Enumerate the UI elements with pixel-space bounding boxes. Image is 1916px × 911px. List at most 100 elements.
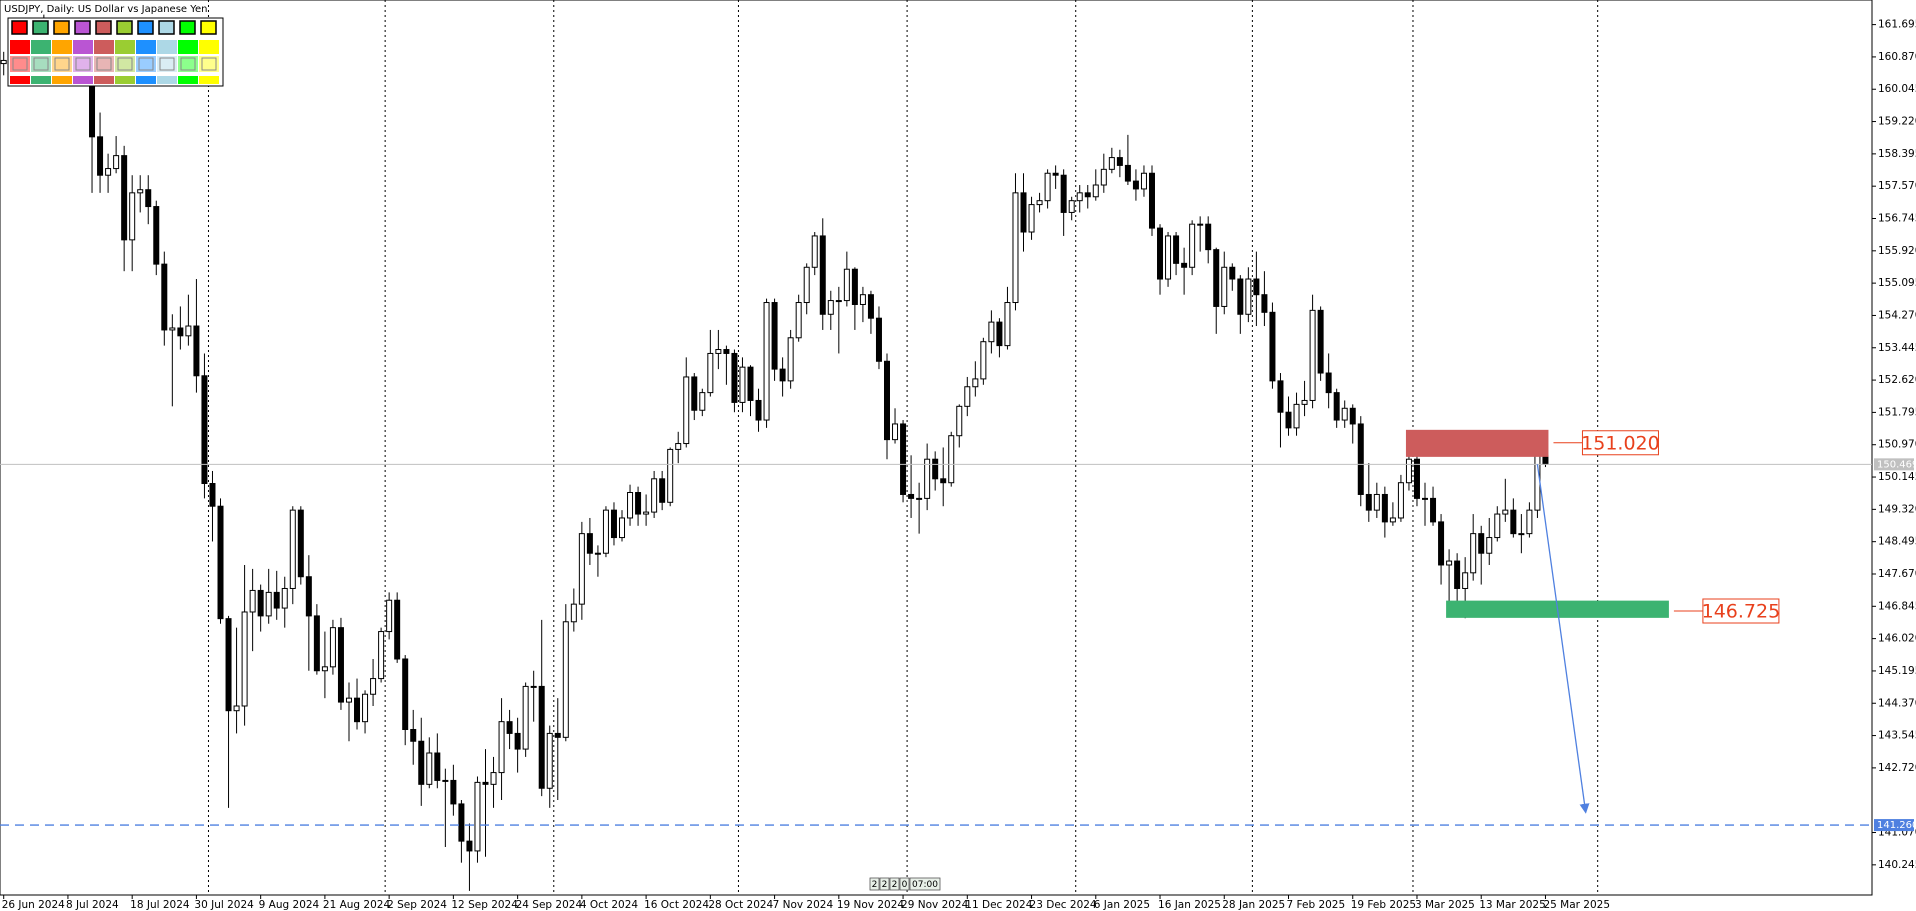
palette-band — [94, 40, 114, 54]
palette-swatch — [95, 20, 112, 35]
candle-body — [1494, 513, 1501, 539]
candle-body — [1301, 399, 1308, 405]
palette-band — [94, 56, 114, 72]
candle-body — [209, 482, 216, 507]
candle-body — [1004, 302, 1011, 347]
candle-body — [1068, 200, 1075, 213]
y-tick-label: 140.245 — [1878, 859, 1916, 871]
candle-body — [105, 168, 112, 176]
candle-body — [1454, 560, 1461, 589]
candle-body — [683, 376, 690, 445]
candle-body — [1430, 497, 1437, 523]
y-tick-label: 151.795 — [1878, 406, 1916, 418]
x-tick-label: 30 Jul 2024 — [194, 899, 254, 911]
candle-body — [747, 366, 754, 401]
candle-body — [450, 779, 457, 805]
candle-body — [530, 685, 537, 688]
candle-body — [137, 189, 144, 194]
palette-swatch — [179, 20, 196, 35]
palette-band — [94, 76, 114, 84]
palette-box — [159, 57, 175, 71]
current-price-tag — [1874, 458, 1914, 471]
candle-body — [482, 781, 489, 785]
candle-body — [843, 268, 850, 302]
palette-band — [136, 76, 156, 84]
candle-body — [908, 493, 915, 499]
palette-band — [52, 76, 72, 84]
candle-body — [1309, 309, 1316, 401]
candle-body — [1381, 493, 1388, 523]
palette-box — [201, 57, 217, 71]
y-tick-label: 144.370 — [1878, 697, 1916, 709]
month-separators — [207, 0, 1599, 895]
candle-body — [667, 448, 674, 503]
candle-body — [723, 349, 730, 354]
x-tick-label: 28 Jan 2025 — [1222, 899, 1285, 911]
candle-body — [257, 589, 264, 617]
candle-body — [972, 378, 979, 388]
candle-body — [1462, 572, 1469, 589]
candle-body — [394, 599, 401, 660]
x-tick-label: 26 Jun 2024 — [2, 899, 65, 911]
palette-box — [54, 57, 70, 71]
candle-body — [490, 772, 497, 785]
candle-body — [932, 458, 939, 480]
candle-body — [442, 779, 449, 782]
palette-band — [199, 76, 219, 84]
candle-body — [602, 509, 609, 554]
palette-box — [117, 57, 133, 71]
candle-body — [458, 803, 465, 842]
palette-band — [10, 76, 30, 84]
candle-body — [771, 302, 778, 370]
candle-body — [434, 752, 441, 781]
candle-body — [875, 317, 882, 362]
y-tick-label: 160.045 — [1878, 83, 1916, 95]
candle-body — [811, 235, 818, 268]
zone-label-box — [1702, 598, 1780, 624]
candle-body — [289, 509, 296, 589]
y-tick-label: 161.695 — [1878, 19, 1916, 31]
palette-band — [31, 76, 51, 84]
candle-body — [1181, 262, 1188, 268]
candle-body — [1373, 493, 1380, 511]
candle-body — [763, 302, 770, 421]
x-tick-label: 11 Dec 2024 — [965, 899, 1032, 911]
candle-body — [1261, 294, 1268, 313]
candle-body — [0, 59, 7, 65]
palette-band — [73, 76, 93, 84]
palette-box — [75, 57, 91, 71]
y-tick-label: 150.970 — [1878, 439, 1916, 451]
candle-body — [474, 781, 481, 852]
palette-band — [31, 40, 51, 54]
candle-body — [522, 685, 529, 750]
candle-body — [1100, 168, 1107, 186]
palette-box — [138, 57, 154, 71]
candle-body — [1438, 521, 1445, 566]
palette-box — [180, 57, 196, 71]
x-tick-label: 12 Sep 2024 — [451, 899, 518, 911]
y-tick-label: 149.320 — [1878, 503, 1916, 515]
candle-body — [506, 721, 513, 734]
candle-body — [739, 366, 746, 403]
candle-body — [956, 405, 963, 437]
candle-body — [97, 136, 104, 176]
x-tick-label: 18 Jul 2024 — [130, 899, 190, 911]
palette-band — [31, 56, 51, 72]
y-tick-label: 150.145 — [1878, 471, 1916, 483]
status-box — [889, 877, 900, 891]
candle-body — [193, 325, 200, 377]
candle-body — [867, 294, 874, 319]
y-tick-label: 146.845 — [1878, 600, 1916, 612]
candle-body — [859, 294, 866, 305]
header-panel: USDJPY, Daily: US Dollar vs Japanese Yen — [4, 4, 224, 87]
candle-body — [570, 603, 577, 623]
candle-body — [1325, 372, 1332, 394]
y-tick-label: 159.220 — [1878, 116, 1916, 128]
candle-body — [161, 263, 168, 331]
candle-body — [354, 697, 361, 723]
candle-body — [924, 458, 931, 499]
candle-body — [241, 611, 248, 707]
current-price-label: 150.469 — [1877, 459, 1916, 470]
status-text: 2 — [892, 880, 898, 890]
palette-box — [96, 57, 112, 71]
